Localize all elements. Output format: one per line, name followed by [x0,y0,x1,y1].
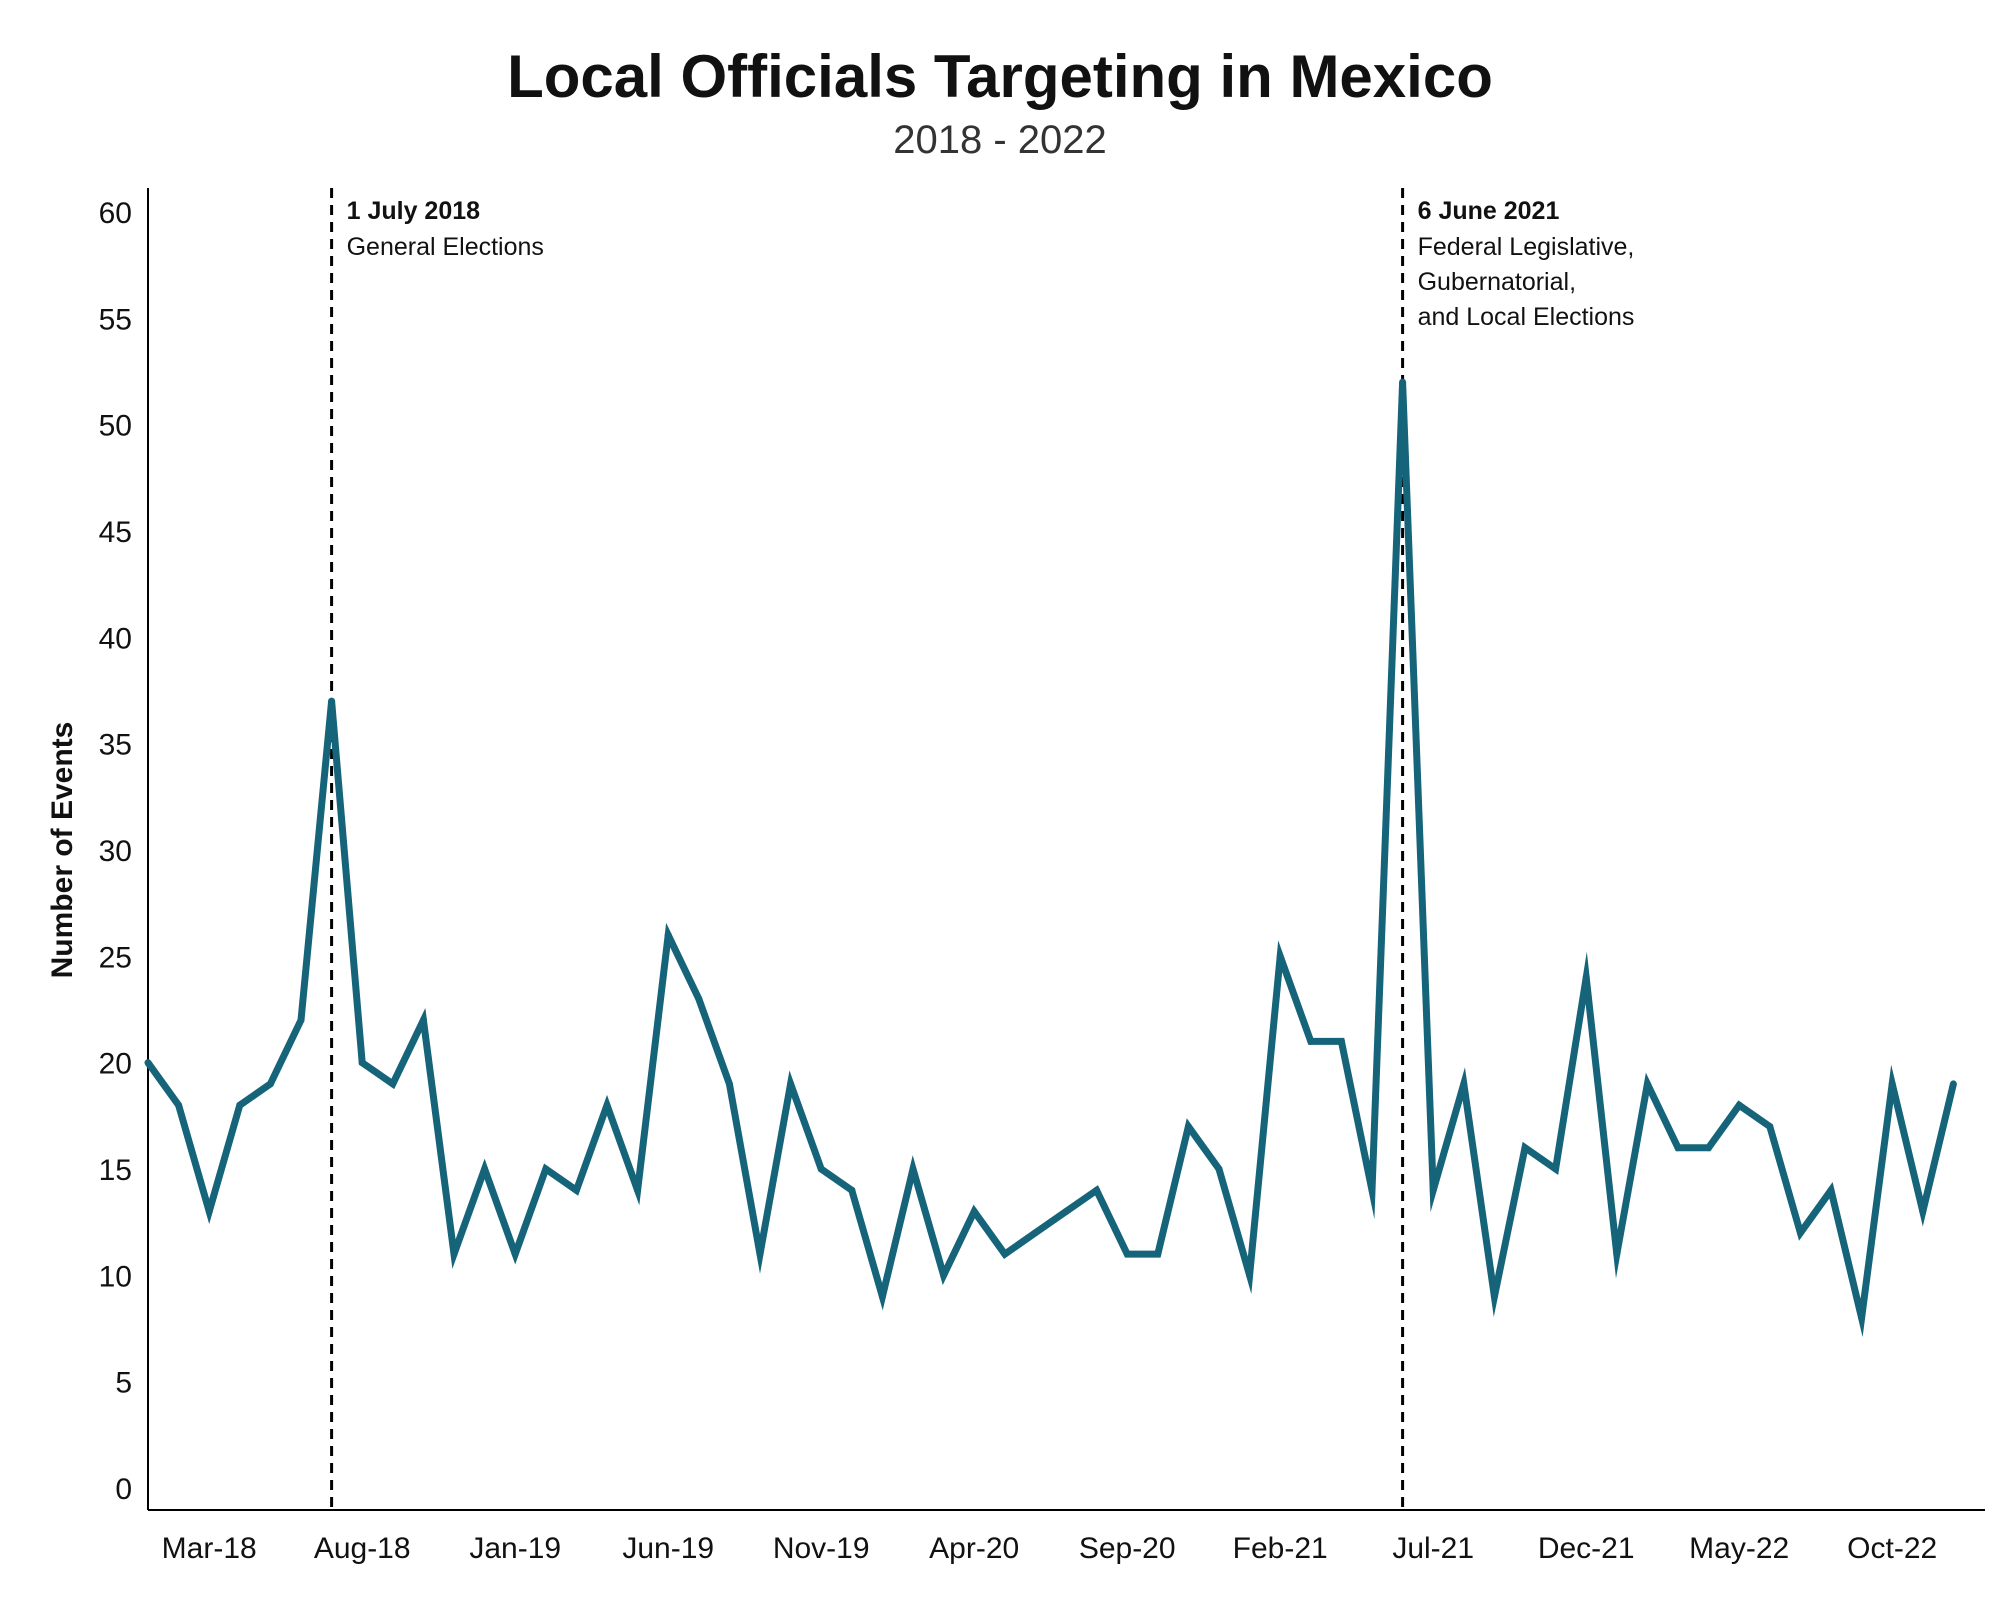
data-point [725,1080,733,1088]
data-point [695,995,703,1003]
data-point [144,1059,152,1067]
data-point [236,1101,244,1109]
annotation-text: and Local Elections [1418,303,1635,331]
data-point [1735,1101,1743,1109]
annotation-date: 1 July 2018 [347,197,481,225]
data-point [1919,1208,1927,1216]
y-tick-label: 45 [99,516,132,549]
y-tick-label: 10 [99,1260,132,1293]
data-point [1001,1250,1009,1258]
x-tick-label: Jun-19 [622,1532,714,1565]
data-point [1337,1037,1345,1045]
x-tick-label: Jan-19 [469,1532,561,1565]
data-point [511,1250,519,1258]
annotation-date: 6 June 2021 [1418,197,1560,225]
x-tick-label: Nov-19 [773,1532,870,1565]
annotation-text: Gubernatorial, [1418,268,1576,296]
data-point [389,1080,397,1088]
x-tick-label: May-22 [1689,1532,1789,1565]
annotation-text: General Elections [347,233,544,261]
data-point [1460,1080,1468,1088]
data-point [1858,1314,1866,1322]
data-point [1062,1208,1070,1216]
data-point [634,1186,642,1194]
y-tick-label: 35 [99,729,132,762]
data-point [328,697,336,705]
x-tick-label: Oct-22 [1847,1532,1937,1565]
data-point [1184,1122,1192,1130]
data-point [1705,1144,1713,1152]
y-axis-label: Number of Events [46,722,79,979]
data-point [787,1080,795,1088]
data-point [1643,1080,1651,1088]
chart-title: Local Officials Targeting in Mexico [507,43,1493,110]
data-point [1276,952,1284,960]
data-point [1827,1186,1835,1194]
data-point [817,1165,825,1173]
data-point [909,1165,917,1173]
data-point [1766,1122,1774,1130]
y-tick-label: 40 [99,622,132,655]
data-point [572,1186,580,1194]
data-point [358,1059,366,1067]
data-point [1246,1271,1254,1279]
data-point [175,1101,183,1109]
series-line [145,381,1957,1338]
data-point [1613,1250,1621,1258]
data-point [1521,1144,1529,1152]
data-point [481,1165,489,1173]
x-tick-label: Sep-20 [1079,1532,1176,1565]
data-point [664,931,672,939]
data-point [603,1101,611,1109]
y-tick-label: 60 [99,197,132,230]
data-point [970,1208,978,1216]
data-point [1215,1165,1223,1173]
data-point [1490,1293,1498,1301]
x-tick-label: Mar-18 [162,1532,257,1565]
data-point [1031,1229,1039,1237]
data-point [1888,1080,1896,1088]
data-point [1429,1186,1437,1194]
x-tick-label: Feb-21 [1233,1532,1328,1565]
data-point [1123,1250,1131,1258]
data-point [542,1165,550,1173]
x-tick-label: Aug-18 [314,1532,411,1565]
y-tick-label: 15 [99,1154,132,1187]
data-point [450,1250,458,1258]
data-point [878,1293,886,1301]
data-point [419,1016,427,1024]
data-point [848,1186,856,1194]
data-point [940,1271,948,1279]
data-point [1582,974,1590,982]
data-point [1399,378,1407,386]
chart-subtitle: 2018 - 2022 [893,118,1107,162]
x-tick-label: Apr-20 [929,1532,1019,1565]
y-tick-label: 25 [99,941,132,974]
data-point [205,1208,213,1216]
data-point [266,1080,274,1088]
data-point [1307,1037,1315,1045]
data-point [1674,1144,1682,1152]
data-point [756,1250,764,1258]
data-point [1368,1186,1376,1194]
y-tick-label: 0 [115,1473,132,1506]
y-tick-label: 55 [99,303,132,336]
x-tick-label: Jul-21 [1392,1532,1474,1565]
data-point [1552,1165,1560,1173]
y-tick-label: 20 [99,1048,132,1081]
data-point [297,1016,305,1024]
data-point [1093,1186,1101,1194]
y-tick-label: 30 [99,835,132,868]
data-point [1154,1250,1162,1258]
y-tick-label: 5 [115,1367,132,1400]
annotation-text: Federal Legislative, [1418,233,1635,261]
y-tick-label: 50 [99,410,132,443]
data-point [1796,1229,1804,1237]
x-tick-label: Dec-21 [1538,1532,1635,1565]
data-point [1949,1080,1957,1088]
